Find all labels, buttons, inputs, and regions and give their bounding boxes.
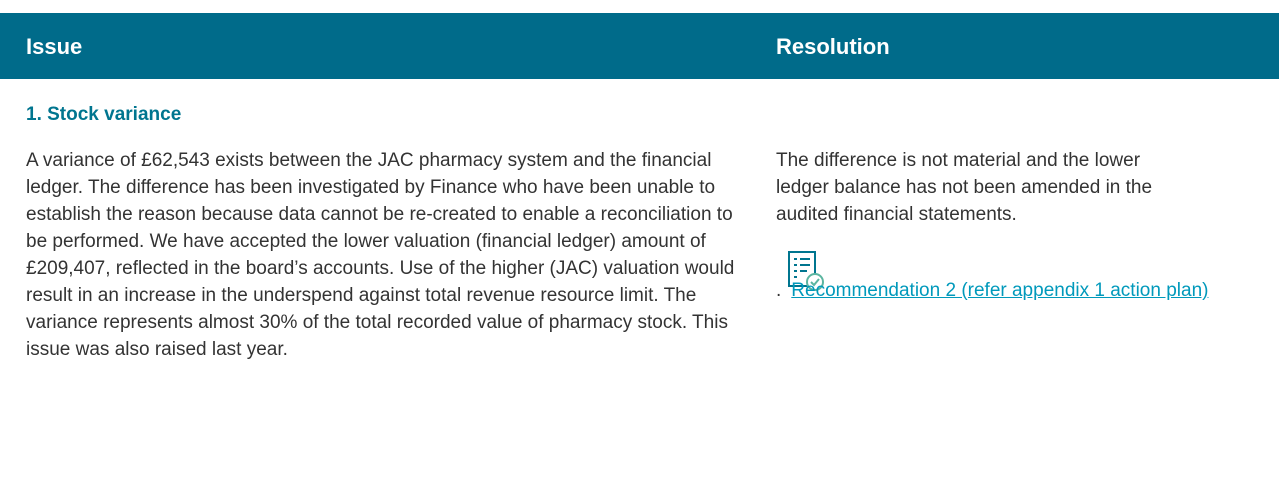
prefix: . (776, 280, 782, 301)
recommendation-link[interactable]: Recommendation 2 (refer appendix 1 actio… (791, 280, 1209, 301)
issue-text: A variance of £62,543 exists between the… (26, 150, 735, 360)
recommendation: . Recommendation 2 (refer appendix 1 acti… (776, 250, 1216, 304)
recommendation-icon (788, 251, 824, 291)
header-cell: Resolution (776, 34, 890, 59)
header-cell: Issue (26, 34, 83, 59)
row-title: 1. Stock variance (26, 104, 182, 125)
table-header: Issue Resolution (0, 13, 1279, 79)
resolution-text: The difference is not material and the l… (776, 150, 1153, 225)
